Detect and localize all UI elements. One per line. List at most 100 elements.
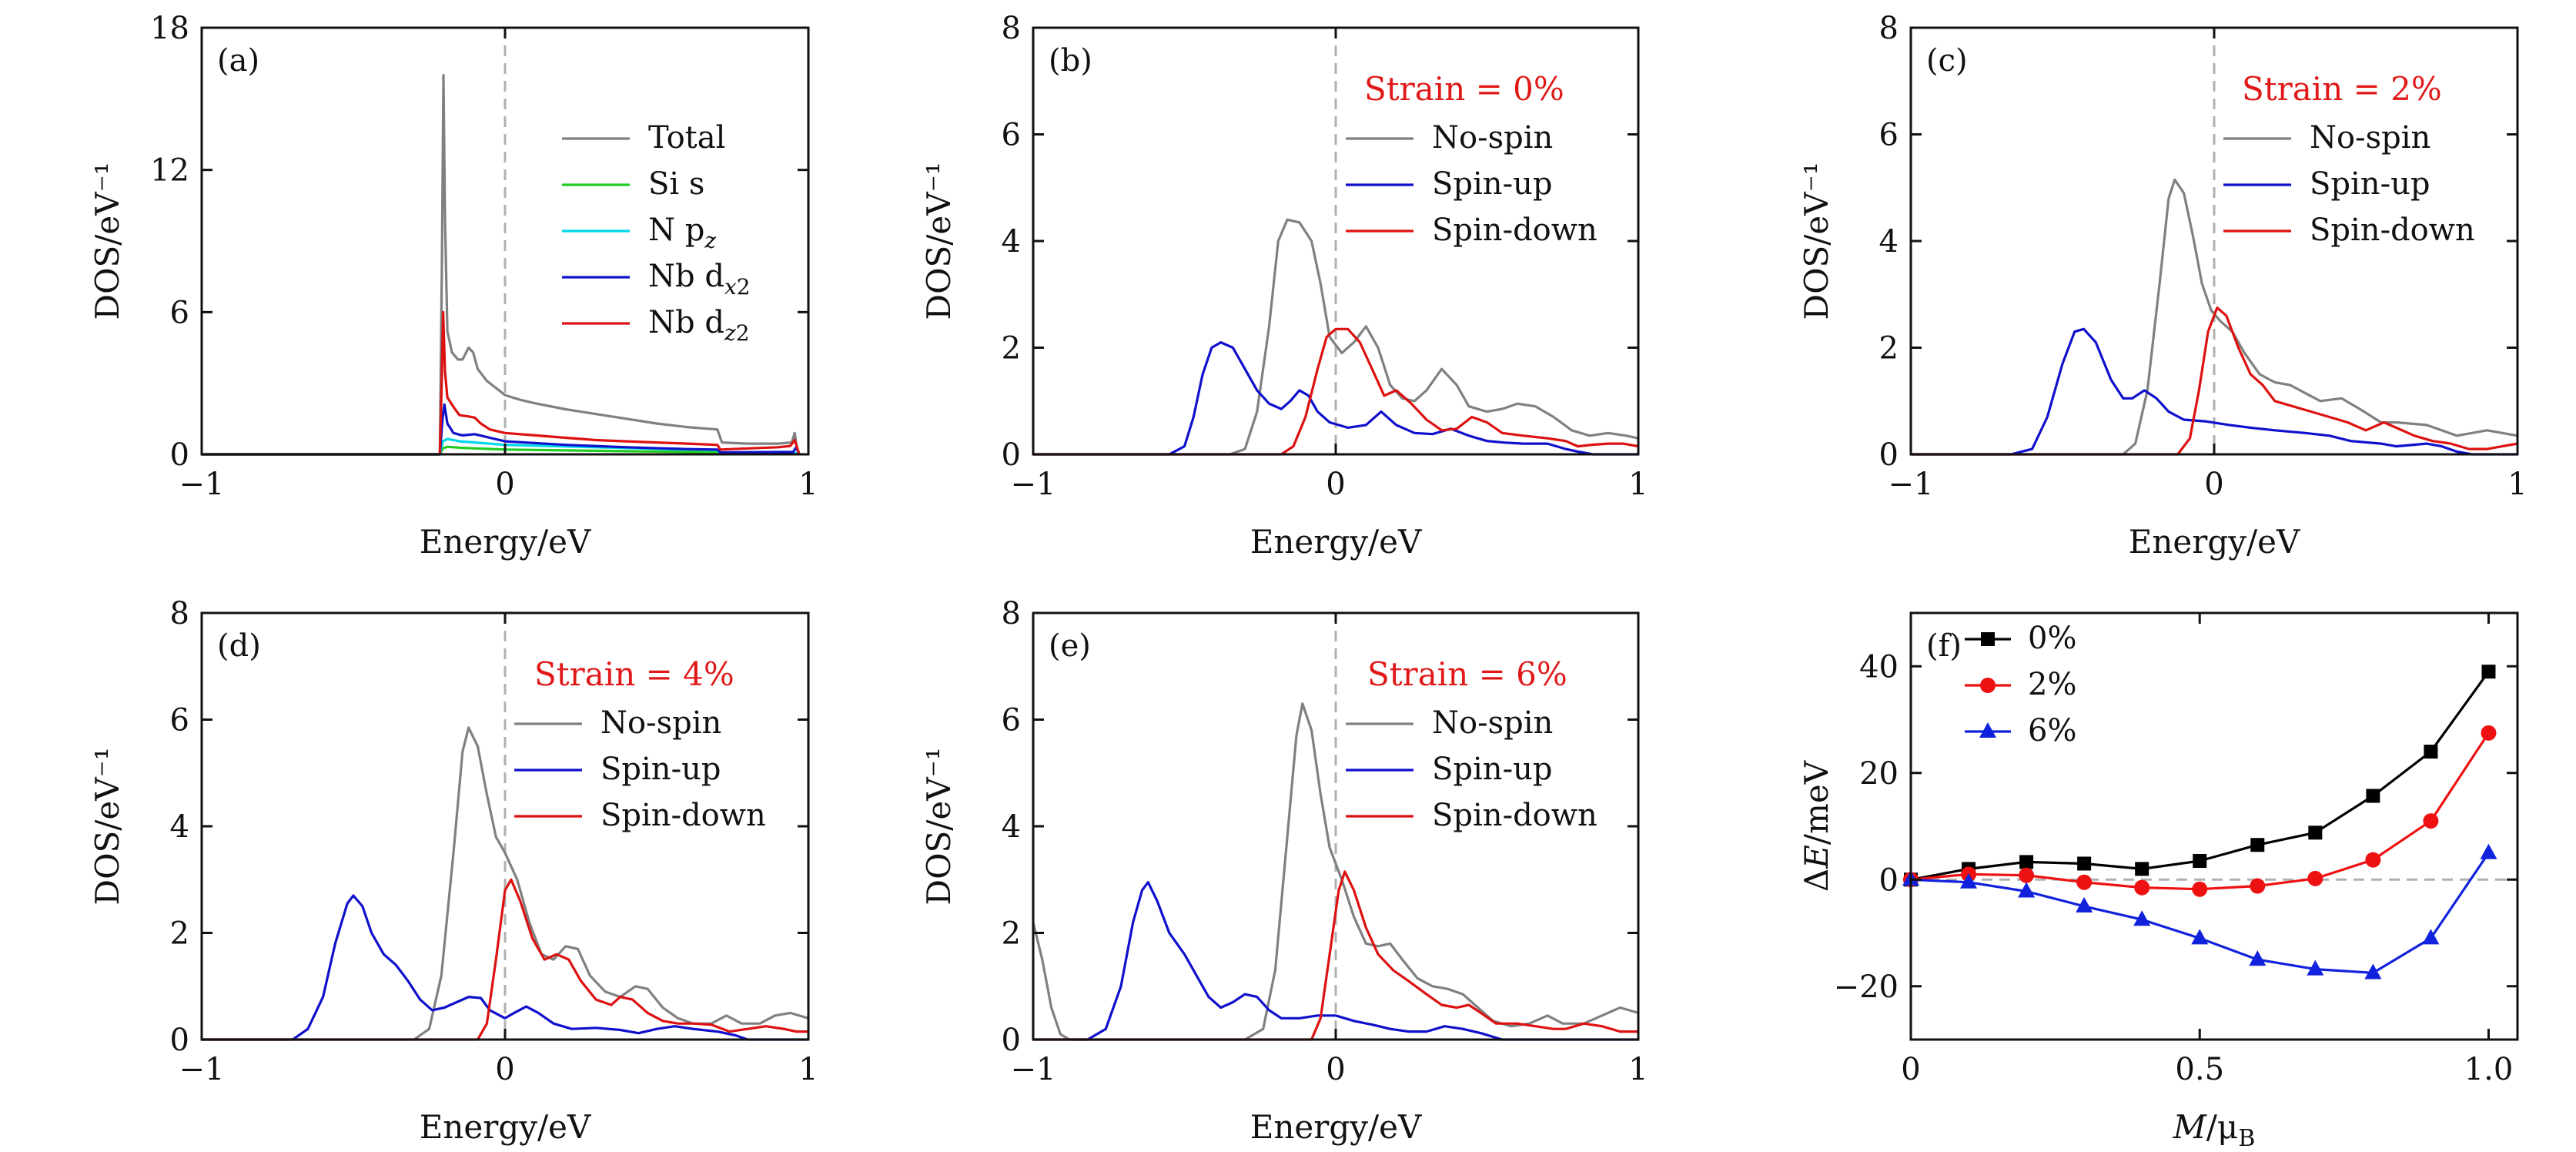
legend-label-b-1: Spin-up bbox=[1432, 166, 1552, 202]
y-tick-label-c-0: 0 bbox=[1879, 437, 1899, 473]
y-tick-label-a-0: 0 bbox=[170, 437, 189, 473]
x-tick-label-a-1: 0 bbox=[495, 467, 514, 502]
y-axis-title-e: DOS/eV⁻¹ bbox=[920, 747, 958, 905]
legend-label-d-0: No-spin bbox=[601, 705, 721, 741]
x-tick-label-c-0: −1 bbox=[1889, 467, 1934, 502]
x-tick-label-b-2: 1 bbox=[1628, 467, 1648, 502]
y-tick-label-e-4: 8 bbox=[1002, 596, 1021, 631]
series-line-b-1 bbox=[1033, 341, 1638, 456]
y-tick-label-d-4: 8 bbox=[170, 596, 189, 631]
data-point-f-0-2 bbox=[2019, 855, 2034, 869]
panel-label-d: (d) bbox=[217, 628, 261, 664]
y-tick-label-c-3: 6 bbox=[1879, 118, 1899, 153]
y-tick-label-d-0: 0 bbox=[170, 1023, 189, 1058]
panel-label-c: (c) bbox=[1926, 43, 1968, 79]
y-tick-label-e-1: 2 bbox=[1002, 916, 1021, 952]
legend-label-e-0: No-spin bbox=[1432, 705, 1553, 741]
legend-label-a-0: Total bbox=[648, 120, 725, 156]
strain-label-c: Strain = 2% bbox=[2242, 70, 2442, 108]
data-point-f-0-10 bbox=[2481, 665, 2496, 679]
x-tick-label-b-0: −1 bbox=[1011, 467, 1056, 502]
y-tick-label-d-2: 4 bbox=[170, 809, 189, 845]
data-point-f-1-5 bbox=[2192, 881, 2208, 897]
x-tick-label-f-0: 0 bbox=[1901, 1052, 1920, 1087]
legend-label-e-2: Spin-down bbox=[1432, 798, 1597, 833]
data-point-f-0-5 bbox=[2193, 854, 2207, 869]
series-line-f-2 bbox=[1910, 852, 2490, 975]
y-tick-label-d-1: 2 bbox=[170, 916, 189, 952]
legend-label-d-1: Spin-up bbox=[601, 752, 721, 787]
series-line-c-2 bbox=[1911, 306, 2518, 456]
y-axis-title-f: ΔE/meV bbox=[1798, 760, 1835, 892]
legend-label-a-1: Si s bbox=[648, 166, 704, 202]
x-tick-label-d-1: 0 bbox=[495, 1052, 514, 1087]
x-tick-label-f-1: 0.5 bbox=[2175, 1052, 2224, 1087]
data-point-f-1-7 bbox=[2307, 870, 2323, 886]
panel-label-f: (f) bbox=[1926, 628, 1962, 664]
legend-marker-f-0 bbox=[1981, 632, 1995, 646]
legend-marker-f-2 bbox=[1979, 722, 1996, 738]
legend-label-e-1: Spin-up bbox=[1432, 752, 1552, 787]
data-point-f-1-3 bbox=[2076, 874, 2093, 890]
x-axis-title-b: Energy/eV bbox=[1250, 523, 1422, 561]
data-point-f-2-3 bbox=[2076, 896, 2093, 913]
legend-label-b-0: No-spin bbox=[1432, 120, 1553, 156]
legend-label-f-2: 6% bbox=[2028, 713, 2076, 748]
x-tick-label-f-2: 1.0 bbox=[2464, 1052, 2514, 1087]
data-point-f-2-8 bbox=[2364, 963, 2382, 980]
data-point-f-0-8 bbox=[2366, 789, 2380, 803]
data-point-f-2-7 bbox=[2307, 959, 2324, 976]
y-tick-label-a-3: 18 bbox=[150, 11, 189, 46]
panel-label-b: (b) bbox=[1049, 43, 1092, 79]
data-point-f-1-10 bbox=[2481, 725, 2497, 741]
series-line-d-1 bbox=[202, 894, 808, 1041]
y-tick-label-c-1: 2 bbox=[1879, 331, 1899, 367]
data-point-f-1-9 bbox=[2423, 813, 2439, 829]
y-tick-label-e-2: 4 bbox=[1002, 809, 1021, 845]
legend-label-a-4: Nb dz2 bbox=[648, 305, 750, 346]
series-line-c-1 bbox=[1911, 327, 2517, 456]
data-point-f-0-6 bbox=[2250, 838, 2265, 852]
legend-label-a-3: Nb dx2 bbox=[648, 259, 751, 300]
x-tick-label-d-2: 1 bbox=[798, 1052, 818, 1087]
legend-label-c-2: Spin-down bbox=[2310, 213, 2475, 248]
y-tick-label-f-2: 20 bbox=[1859, 756, 1899, 792]
legend-label-c-1: Spin-up bbox=[2310, 166, 2430, 202]
y-tick-label-f-1: 0 bbox=[1879, 862, 1899, 898]
y-tick-label-c-2: 4 bbox=[1879, 224, 1899, 260]
x-tick-label-d-0: −1 bbox=[179, 1052, 225, 1087]
x-tick-label-c-1: 0 bbox=[2204, 467, 2223, 502]
x-axis-title-e: Energy/eV bbox=[1250, 1108, 1422, 1146]
series-line-a-4 bbox=[202, 310, 801, 456]
legend-label-f-0: 0% bbox=[2028, 621, 2076, 656]
y-tick-label-c-4: 8 bbox=[1879, 11, 1899, 46]
legend-label-a-2: N pz bbox=[648, 213, 716, 253]
y-axis-title-a: DOS/eV⁻¹ bbox=[89, 162, 126, 320]
x-axis-title-d: Energy/eV bbox=[420, 1108, 591, 1146]
x-tick-label-c-2: 1 bbox=[2507, 467, 2527, 502]
x-tick-label-a-2: 1 bbox=[798, 467, 818, 502]
strain-label-d: Strain = 4% bbox=[534, 655, 734, 693]
legend-label-b-2: Spin-down bbox=[1432, 213, 1597, 248]
x-tick-label-e-2: 1 bbox=[1628, 1052, 1648, 1087]
y-tick-label-e-0: 0 bbox=[1002, 1023, 1021, 1058]
y-tick-label-b-4: 8 bbox=[1002, 11, 1021, 46]
series-line-e-0 bbox=[1032, 702, 1639, 1041]
x-tick-label-a-0: −1 bbox=[179, 467, 225, 502]
series-line-a-3 bbox=[202, 403, 801, 456]
y-axis-title-b: DOS/eV⁻¹ bbox=[920, 162, 958, 320]
data-point-f-1-6 bbox=[2250, 878, 2266, 894]
data-point-f-0-3 bbox=[2077, 856, 2092, 871]
legend-label-d-2: Spin-down bbox=[601, 798, 766, 833]
strain-label-e: Strain = 6% bbox=[1367, 655, 1567, 693]
series-line-a-0 bbox=[202, 73, 801, 456]
series-line-d-2 bbox=[202, 878, 808, 1041]
x-tick-label-e-1: 0 bbox=[1326, 1052, 1345, 1087]
y-tick-label-f-0: −20 bbox=[1834, 969, 1899, 1005]
y-tick-label-b-3: 6 bbox=[1002, 118, 1021, 153]
data-point-f-2-9 bbox=[2422, 929, 2440, 945]
x-tick-label-e-0: −1 bbox=[1011, 1052, 1056, 1087]
data-point-f-0-4 bbox=[2135, 862, 2149, 876]
legend-label-f-1: 2% bbox=[2028, 667, 2076, 702]
